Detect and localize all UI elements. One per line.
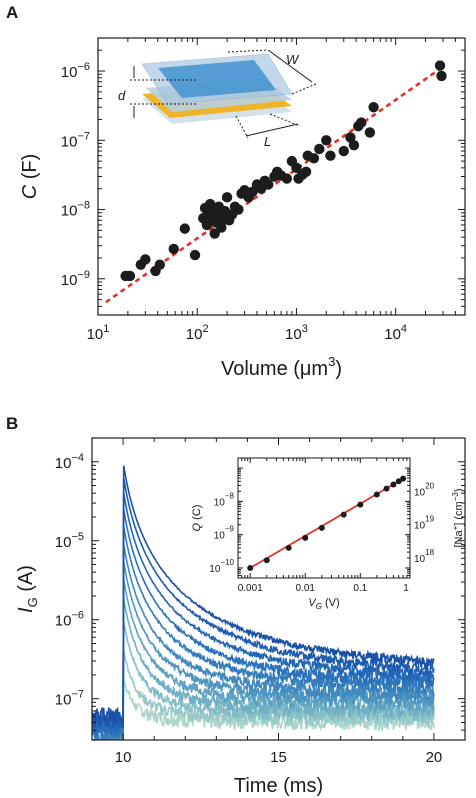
y-axis-title: C (F) [19,154,41,200]
inset-data-point [373,491,380,498]
data-point [221,192,233,203]
data-point [300,166,312,178]
data-point [291,162,302,174]
w-guide-1 [227,49,269,53]
inset-data-point [318,524,325,531]
data-point [436,70,447,82]
inset-data-point [395,478,402,485]
inset-data-point [247,564,254,571]
data-point [189,249,201,261]
panel-b-letter: B [6,414,19,433]
current-trace [92,509,435,739]
data-point [325,150,336,161]
inset-y2-tick-label: 1018 [414,548,435,565]
data-point [168,243,179,255]
inset-data-point [390,481,397,488]
inset-plot: 0.001 0.01 0.1 1 10−10 10−9 10−8 1018 1019 1020 VG… [191,457,465,611]
data-point [263,179,274,190]
data-point [368,102,379,113]
inset-data-point [263,557,270,564]
current-trace [92,598,435,740]
inset-y-tick-label: 10−9 [214,525,235,542]
w-label: W [286,52,300,67]
x-tick-label: 10 [115,749,132,766]
inset-y-title: Q (C) [191,505,203,532]
fit-line [105,65,444,304]
x-tick-label: 101 [87,323,110,343]
active-area [158,60,276,98]
y-tick-label: 10−9 [61,269,90,289]
data-point [356,117,367,128]
data-point [338,145,349,157]
y-tick-label: 10−8 [61,200,90,220]
inset-y-tick-label: 10−8 [214,491,235,508]
y-tick-label: 10−7 [55,689,84,709]
x-tick-label: 103 [285,323,308,343]
inset-data-point [285,544,292,551]
y-tick-label: 10−4 [55,452,84,472]
y-tick-label: 10−6 [61,61,90,81]
l-arrow [245,123,299,137]
inset-data-point [302,534,309,541]
inset-y2-tick-label: 1019 [414,515,435,532]
device-schematic: Wd L [118,49,317,149]
data-point [140,254,151,265]
data-point [345,132,356,143]
panel-a-letter: A [6,3,19,22]
data-point [179,223,191,234]
inset-x-tick-label: 0.01 [296,583,316,594]
data-point [209,228,220,239]
x-tick-label: 20 [426,749,443,766]
data-point [154,259,166,270]
data-point [233,204,244,215]
inset-x-tick-label: 0.1 [353,583,367,594]
current-trace [92,465,435,727]
x-axis-title: Volume (μm3) [221,354,342,380]
l-guide-2 [269,113,301,127]
current-trace [92,492,435,734]
data-point [281,173,293,184]
current-trace [92,544,435,740]
panel-a: 101 102 103 104 10−9 10−8 10−7 10−6 Volume (μm3)… [19,37,466,380]
data-point [124,270,136,282]
data-point [314,143,325,155]
w-arrow [267,49,313,83]
current-trace [92,620,435,740]
x-tick-label: 102 [186,323,209,343]
inset-y-tick-label: 10−10 [209,558,234,575]
y-tick-label: 10−5 [55,531,84,551]
l-guide-1 [235,115,249,139]
l-label: L [264,134,271,149]
current-trace [92,561,435,740]
y-tick-label: 10−6 [55,610,84,630]
inset-data-point [400,475,407,482]
panel-b: 10 15 20 10−7 10−6 10−5 10−4 Time (ms) IG (A) 0.0… [15,437,466,797]
inset-x-tick-label: 1 [403,583,409,594]
x-axis-title: Time (ms) [234,775,323,797]
y-tick-label: 10−7 [61,130,90,150]
inset-data-point [383,485,390,492]
x-tick-label: 104 [384,323,407,343]
inset-data-point [340,511,347,518]
inset-x-tick-label: 0.001 [238,583,263,594]
inset-y2-title: [Na+] (cm−3) [451,488,465,547]
data-point [364,127,376,138]
data-point [434,60,446,71]
x-tick-label: 15 [270,749,287,766]
d-label: d [118,88,126,103]
data-point [308,153,320,164]
data-point [348,139,360,151]
current-trace [92,477,435,730]
w-guide-2 [291,83,317,95]
current-trace [92,526,435,740]
inset-y2-tick-label: 1020 [414,481,435,498]
inset-data-point [357,501,364,508]
inset-x-title: VG (V) [308,597,339,611]
data-point [321,135,332,146]
y-axis-title: IG (A) [15,565,40,613]
